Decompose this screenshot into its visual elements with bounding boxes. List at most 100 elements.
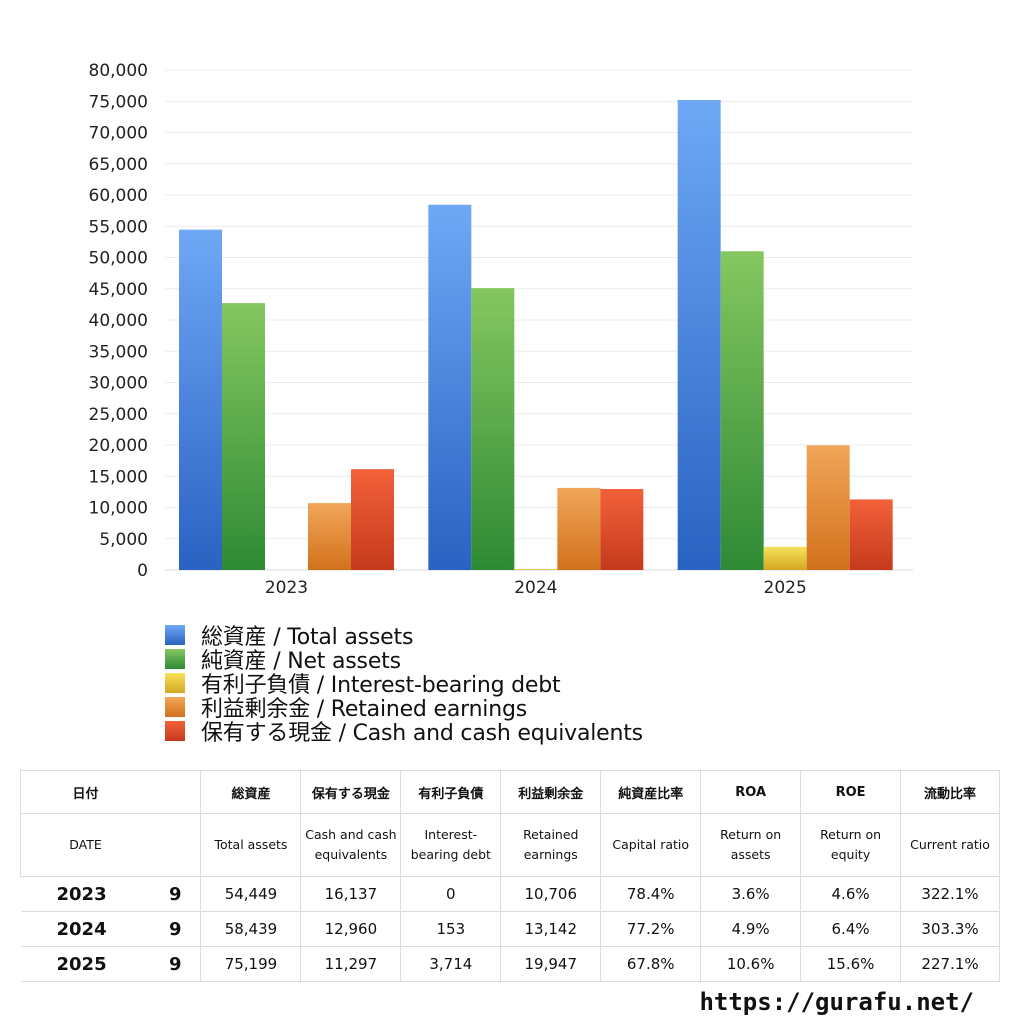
bar-retained-earnings-2025 — [806, 445, 850, 570]
table-cell: 13,142 — [500, 911, 602, 947]
table-header-en: DATE Total assets Cash and cash equivale… — [20, 813, 1000, 877]
table-row: 2025 9 75,199 11,297 3,714 19,947 67.8% … — [20, 946, 1000, 982]
y-tick-label: 55,000 — [89, 217, 148, 237]
legend-swatch-interest-bearing-debt — [165, 673, 185, 693]
table-cell: 4.9% — [700, 911, 802, 947]
table-cell: 54,449 — [200, 876, 302, 912]
row-year: 2024 — [20, 911, 150, 947]
bar-retained-earnings-2023 — [308, 503, 351, 570]
table-header-cell: Capital ratio — [600, 813, 702, 877]
y-tick-label: 50,000 — [89, 249, 148, 269]
row-month: 9 — [150, 876, 202, 912]
table-header-cell: 総資産 — [200, 770, 302, 814]
bar-total-assets-2025 — [677, 100, 721, 570]
table-header-cell: Current ratio — [900, 813, 1000, 877]
bar-total-assets-2023 — [179, 229, 222, 570]
row-year: 2025 — [20, 946, 150, 982]
table-cell: 6.4% — [800, 911, 902, 947]
table-header-cell: Cash and cash equivalents — [300, 813, 402, 877]
y-tick-label: 70,000 — [89, 124, 148, 144]
row-month: 9 — [150, 946, 202, 982]
table-cell: 4.6% — [800, 876, 902, 912]
table-cell: 322.1% — [900, 876, 1000, 912]
x-tick-label: 2023 — [265, 578, 308, 598]
bar-cash-2025 — [849, 499, 893, 570]
legend-item-total-assets: 総資産 / Total assets — [165, 623, 643, 650]
bar-chart: 0 5,000 10,000 15,000 20,000 25,000 30,000 35,0… — [89, 61, 913, 598]
bar-net-assets-2024 — [471, 288, 515, 570]
row-month: 9 — [150, 911, 202, 947]
legend-swatch-total-assets — [165, 625, 185, 645]
legend: 総資産 / Total assets 純資産 / Net assets 有利子負… — [165, 623, 643, 746]
table-header-cell: 有利子負債 — [400, 770, 502, 814]
table-header-cell: ROA — [700, 770, 802, 814]
legend-item-net-assets: 純資産 / Net assets — [165, 647, 643, 674]
y-axis-ticks: 0 5,000 10,000 15,000 20,000 25,000 30,000 35,0… — [89, 61, 148, 581]
table-cell: 75,199 — [200, 946, 302, 982]
table-cell: 3.6% — [700, 876, 802, 912]
y-tick-label: 5,000 — [99, 530, 148, 550]
y-tick-label: 45,000 — [89, 280, 148, 300]
y-tick-label: 35,000 — [89, 342, 148, 362]
table-cell: 77.2% — [600, 911, 702, 947]
legend-swatch-retained-earnings — [165, 697, 185, 717]
bar-total-assets-2024 — [428, 204, 472, 570]
table-header-cell: Return on assets — [700, 813, 802, 877]
y-tick-label: 40,000 — [89, 311, 148, 331]
bar-net-assets-2023 — [222, 303, 265, 570]
table-cell: 0 — [400, 876, 502, 912]
bar-interest-bearing-debt-2024 — [514, 569, 558, 570]
y-tick-label: 30,000 — [89, 374, 148, 394]
table-header-spacer — [150, 770, 202, 814]
table-row: 2024 9 58,439 12,960 153 13,142 77.2% 4.… — [20, 911, 1000, 947]
table-cell: 153 — [400, 911, 502, 947]
y-tick-label: 15,000 — [89, 467, 148, 487]
bar-net-assets-2025 — [720, 251, 764, 570]
y-tick-label: 60,000 — [89, 186, 148, 206]
table-header-cell: Interest-bearing debt — [400, 813, 502, 877]
table-cell: 227.1% — [900, 946, 1000, 982]
table-header-jp: 日付 総資産 保有する現金 有利子負債 利益剰余金 純資産比率 ROA ROE … — [20, 770, 1000, 814]
x-tick-label: 2025 — [764, 578, 807, 598]
x-tick-label: 2024 — [514, 578, 557, 598]
grid-lines — [165, 69, 913, 571]
table-cell: 11,297 — [300, 946, 402, 982]
y-tick-label: 65,000 — [89, 155, 148, 175]
table-header-cell: 純資産比率 — [600, 770, 702, 814]
footer-url[interactable]: https://gurafu.net/ — [699, 988, 974, 1016]
table-cell: 58,439 — [200, 911, 302, 947]
y-tick-label: 20,000 — [89, 436, 148, 456]
table-cell: 16,137 — [300, 876, 402, 912]
legend-label: 利益剰余金 / Retained earnings — [201, 697, 527, 722]
y-tick-label: 25,000 — [89, 405, 148, 425]
table-header-cell: ROE — [800, 770, 902, 814]
table-cell: 78.4% — [600, 876, 702, 912]
y-tick-label: 0 — [137, 561, 148, 581]
financial-table: 日付 総資産 保有する現金 有利子負債 利益剰余金 純資産比率 ROA ROE … — [20, 770, 1000, 982]
legend-label: 総資産 / Total assets — [201, 625, 414, 650]
table-cell: 12,960 — [300, 911, 402, 947]
table-header-cell: 流動比率 — [900, 770, 1000, 814]
table-header-cell: 保有する現金 — [300, 770, 402, 814]
legend-item-cash: 保有する現金 / Cash and cash equivalents — [165, 719, 643, 746]
legend-item-interest-bearing-debt: 有利子負債 / Interest-bearing debt — [165, 671, 643, 698]
table-cell: 3,714 — [400, 946, 502, 982]
table-header-cell: 日付 — [20, 770, 150, 814]
table-cell: 19,947 — [500, 946, 602, 982]
table-header-cell: DATE — [20, 813, 150, 877]
bars — [179, 100, 893, 570]
bar-cash-2024 — [600, 489, 644, 570]
row-year: 2023 — [20, 876, 150, 912]
bar-interest-bearing-debt-2025 — [763, 546, 807, 570]
bar-cash-2023 — [351, 469, 394, 570]
y-tick-label: 80,000 — [89, 61, 148, 81]
legend-swatch-net-assets — [165, 649, 185, 669]
x-axis-ticks: 2023 2024 2025 — [265, 578, 807, 598]
table-cell: 15.6% — [800, 946, 902, 982]
table-row: 2023 9 54,449 16,137 0 10,706 78.4% 3.6%… — [20, 876, 1000, 912]
legend-label: 有利子負債 / Interest-bearing debt — [201, 673, 561, 698]
table-cell: 67.8% — [600, 946, 702, 982]
table-header-cell: 利益剰余金 — [500, 770, 602, 814]
legend-label: 純資産 / Net assets — [201, 649, 401, 674]
table-header-cell: Retained earnings — [500, 813, 602, 877]
